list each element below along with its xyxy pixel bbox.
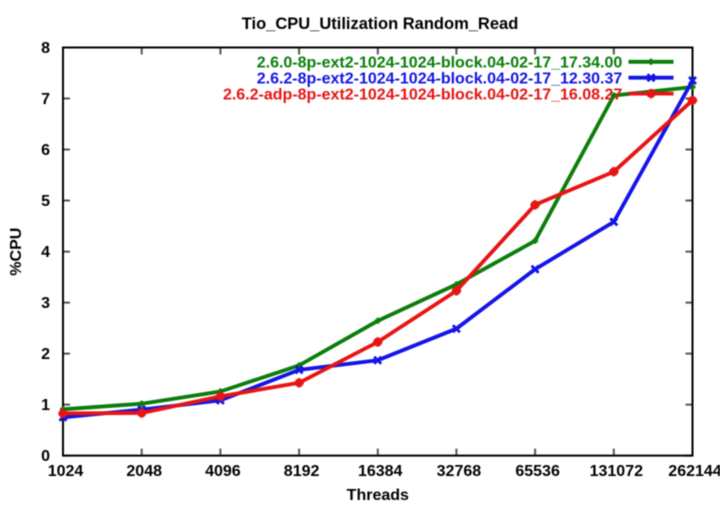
svg-text:%CPU: %CPU <box>8 228 25 276</box>
svg-text:2048: 2048 <box>126 463 162 480</box>
svg-text:2.6.2-adp-8p-ext2-1024-1024-bl: 2.6.2-adp-8p-ext2-1024-1024-block.04-02-… <box>223 86 622 103</box>
svg-text:Tio_CPU_Utilization Random_Rea: Tio_CPU_Utilization Random_Read <box>242 15 519 33</box>
svg-text:8: 8 <box>41 40 50 57</box>
svg-text:32768: 32768 <box>437 463 482 480</box>
svg-text:262144: 262144 <box>668 463 720 480</box>
svg-text:65536: 65536 <box>515 463 560 480</box>
svg-text:2.6.0-8p-ext2-1024-1024-block.: 2.6.0-8p-ext2-1024-1024-block.04-02-17_1… <box>257 55 623 72</box>
svg-text:1: 1 <box>41 397 50 414</box>
svg-text:3: 3 <box>41 295 50 312</box>
svg-text:1024: 1024 <box>48 463 84 480</box>
svg-text:131072: 131072 <box>590 463 643 480</box>
svg-text:4: 4 <box>41 244 50 261</box>
svg-text:Threads: Threads <box>347 487 409 504</box>
svg-text:0: 0 <box>41 448 50 465</box>
svg-text:16384: 16384 <box>358 463 403 480</box>
svg-text:7: 7 <box>41 91 50 108</box>
svg-text:6: 6 <box>41 142 50 159</box>
svg-text:5: 5 <box>41 193 50 210</box>
svg-text:8192: 8192 <box>284 463 320 480</box>
svg-text:2.6.2-8p-ext2-1024-1024-block.: 2.6.2-8p-ext2-1024-1024-block.04-02-17_1… <box>257 71 623 88</box>
svg-text:2: 2 <box>41 346 50 363</box>
svg-text:4096: 4096 <box>205 463 241 480</box>
